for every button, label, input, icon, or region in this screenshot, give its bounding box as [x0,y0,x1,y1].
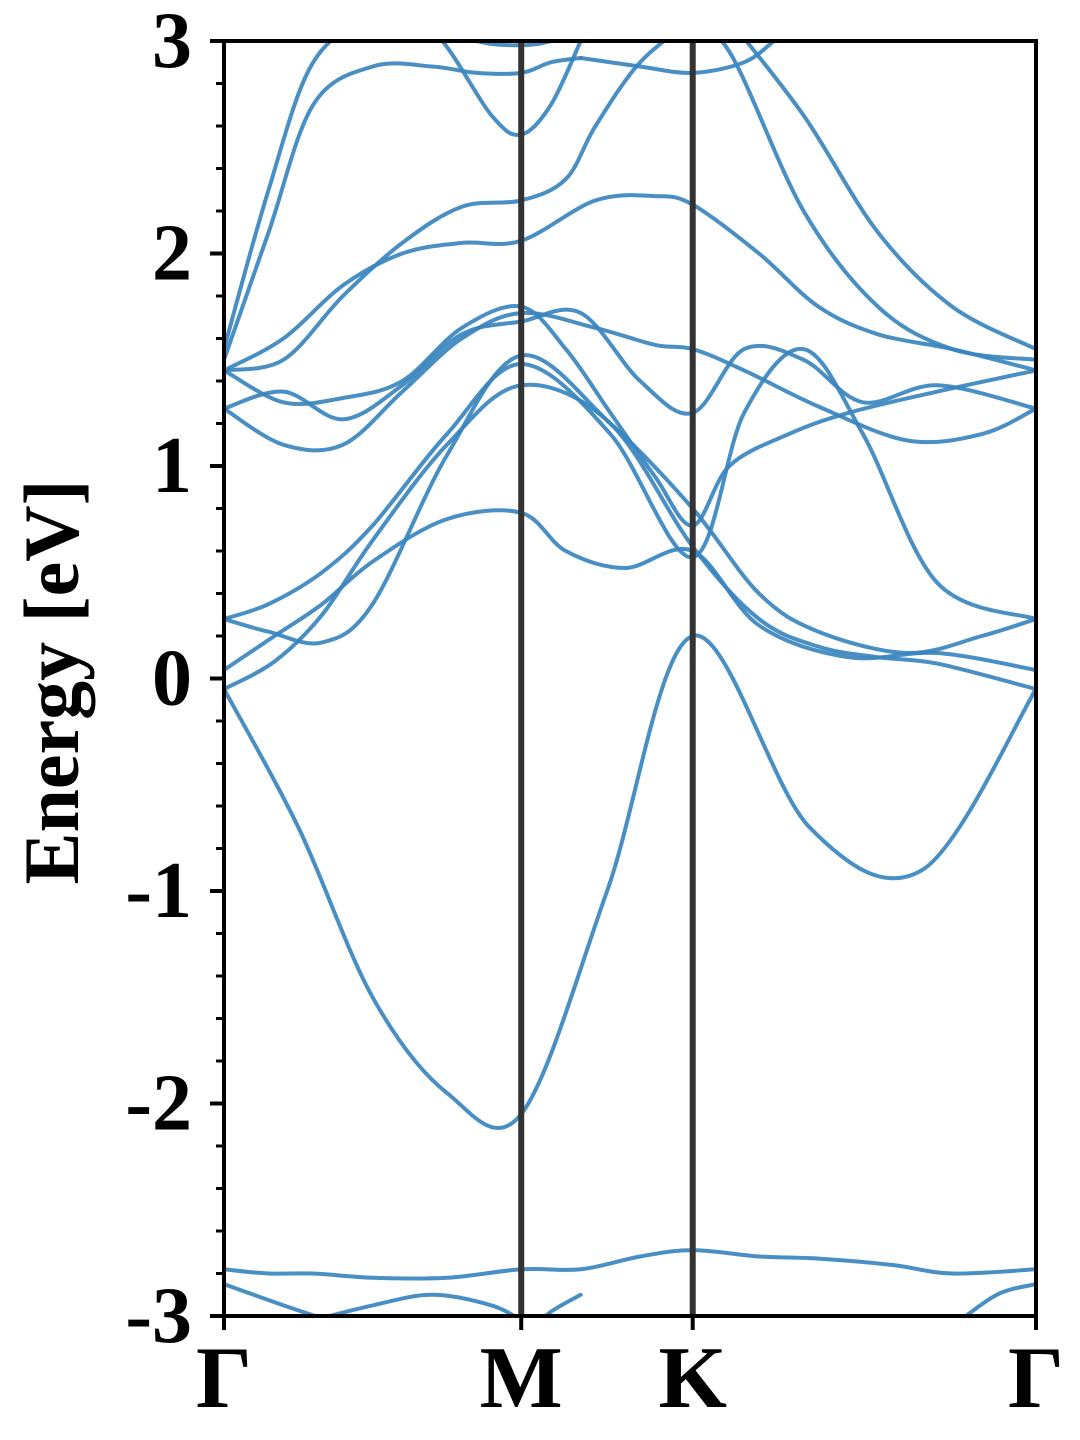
y-ticks: 3 2 1 0 -1 -2 -3 [125,0,224,1360]
band-line-16 [743,41,1036,352]
ytick-label: 1 [152,422,192,510]
ytick-label: -2 [125,1060,192,1148]
band-line-13 [224,41,583,352]
ytick-label: -1 [125,847,192,935]
band-line-20 [542,1292,583,1316]
ytick-label: 2 [152,210,192,298]
xtick-label: Γ [1008,1330,1064,1427]
band-line-11 [224,56,583,362]
band-line-9 [224,193,1036,373]
band-line-17 [224,1248,1036,1281]
band-line-19 [321,1292,518,1316]
band-line-12 [578,41,776,75]
ytick-label: -3 [125,1272,192,1360]
y-axis-label: Energy [eV] [8,479,95,884]
xtick-label: M [480,1330,563,1427]
band-line-5 [224,347,1036,621]
band-line-10 [224,41,668,373]
band-line-7 [224,307,1036,422]
xtick-label: K [658,1330,726,1427]
xtick-label: Γ [196,1330,252,1427]
band-line-1 [224,633,1036,1130]
ytick-label: 0 [152,635,192,723]
band-line-2 [224,508,1036,672]
band-line-4 [224,353,1036,656]
band-line-21 [962,1282,1036,1316]
band-line-3 [224,382,1036,692]
ytick-label: 3 [152,0,192,85]
band-line-15 [718,41,1036,362]
high-symmetry-lines [518,41,696,1316]
band-lines [224,41,1036,1316]
band-line-6 [224,310,1036,453]
band-line-8 [224,304,1036,528]
plot-frame [222,39,1038,1318]
band-line-18 [224,1282,322,1316]
